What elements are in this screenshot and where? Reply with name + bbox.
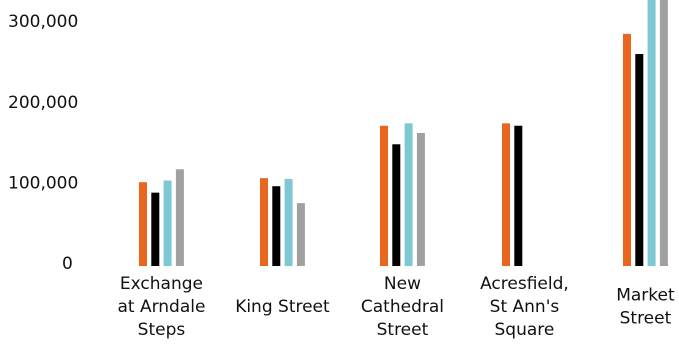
- x-axis-labels: Exchange at Arndale Steps King Street New Cat…: [117, 274, 675, 340]
- y-tick-label: 300,000: [8, 12, 78, 32]
- bar: [635, 54, 644, 266]
- bar: [296, 203, 305, 266]
- bar: [272, 186, 281, 266]
- x-category-label: Cathedral: [361, 297, 444, 317]
- y-axis-ticks: 0 100,000 200,000 300,000: [8, 12, 78, 274]
- y-tick-label: 0: [62, 254, 73, 274]
- bar: [416, 133, 425, 266]
- x-category-label: St Ann's: [490, 297, 560, 317]
- x-category-label: at Arndale: [117, 297, 205, 317]
- bar: [139, 182, 147, 266]
- bar: [623, 33, 631, 266]
- bar: [647, 0, 656, 266]
- bar: [284, 178, 293, 266]
- y-tick-label: 200,000: [8, 93, 78, 113]
- x-category-label: Acresfield,: [480, 274, 569, 294]
- bar: [404, 123, 413, 266]
- x-category-label: New: [384, 274, 421, 294]
- x-category-label: Steps: [138, 320, 186, 340]
- bar: [151, 192, 160, 266]
- bar: [502, 123, 510, 266]
- x-category-label: Market: [616, 286, 675, 306]
- y-tick-label: 100,000: [8, 173, 78, 193]
- bar: [514, 125, 523, 266]
- bar: [163, 180, 172, 266]
- x-category-label: Exchange: [120, 274, 203, 294]
- bar: [392, 144, 401, 266]
- x-category-label: Street: [377, 320, 429, 340]
- x-category-label: Square: [495, 320, 555, 340]
- x-category-label: King Street: [235, 297, 330, 317]
- bar: [175, 169, 184, 266]
- bar: [659, 0, 668, 266]
- bar: [380, 125, 388, 266]
- bars: [139, 0, 668, 266]
- bar: [260, 178, 268, 266]
- x-category-label: Street: [620, 309, 672, 329]
